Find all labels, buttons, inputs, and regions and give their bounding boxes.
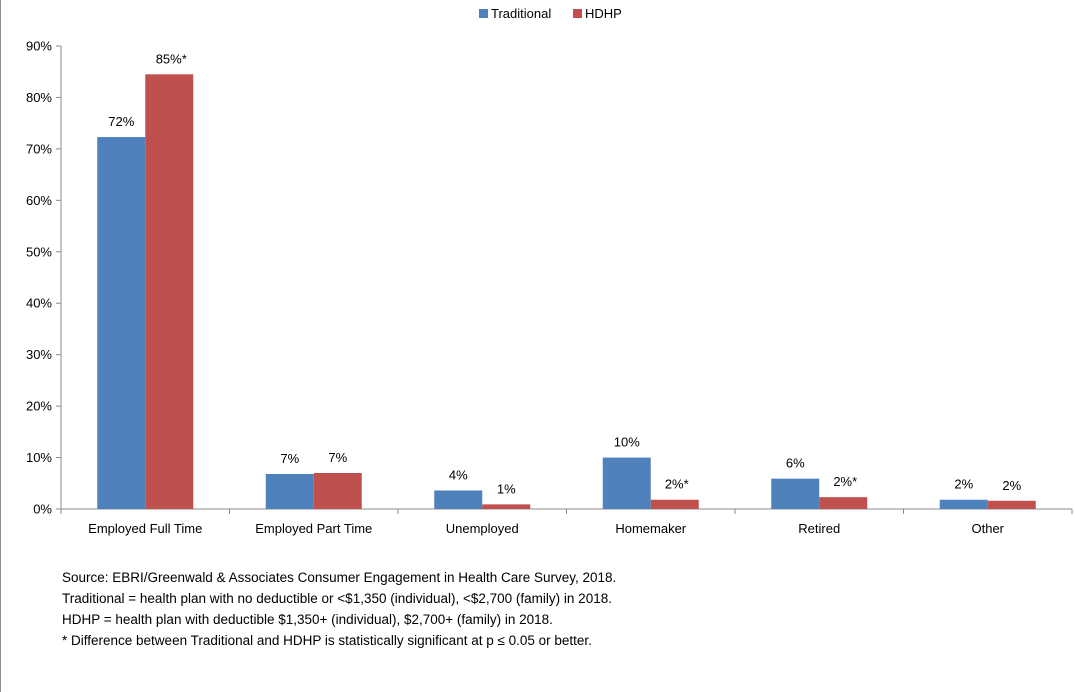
bar-hdhp <box>819 497 868 509</box>
data-label: 4% <box>449 467 468 482</box>
bar-traditional <box>602 457 651 509</box>
data-label: 2%* <box>665 477 689 492</box>
data-label: 1% <box>497 481 516 496</box>
y-tick-label: 90% <box>26 39 52 54</box>
x-category-label: Retired <box>798 521 840 536</box>
x-category-label: Other <box>971 521 1004 536</box>
significance-note: * Difference between Traditional and HDH… <box>62 633 592 648</box>
y-tick-label: 30% <box>26 347 52 362</box>
data-label: 7% <box>280 451 299 466</box>
y-tick-label: 50% <box>26 244 52 259</box>
x-category-label: Employed Full Time <box>88 521 202 536</box>
bar-hdhp <box>145 74 194 510</box>
legend: Traditional HDHP <box>479 6 622 21</box>
x-category-label: Homemaker <box>615 521 686 536</box>
data-label: 10% <box>614 435 640 450</box>
y-tick-label: 10% <box>26 450 52 465</box>
bar-traditional <box>434 490 483 509</box>
y-tick-label: 40% <box>26 296 52 311</box>
hdhp-definition-note: HDHP = health plan with deductible $1,35… <box>62 612 553 627</box>
chart-notes: Source: EBRI/Greenwald & Associates Cons… <box>62 567 616 651</box>
bar-hdhp <box>482 504 531 509</box>
bar-traditional <box>265 474 314 509</box>
bar-hdhp <box>650 499 699 509</box>
axes: 0% 10% 20% 30% 40% 50% 60% 70% 80% 90% Employed Fu… <box>26 39 1073 536</box>
bar-traditional <box>939 499 988 509</box>
bar-traditional <box>97 137 146 509</box>
y-tick-label: 80% <box>26 90 52 105</box>
data-label: 2% <box>1002 478 1021 493</box>
source-note: Source: EBRI/Greenwald & Associates Cons… <box>62 570 617 585</box>
y-tick-label: 70% <box>26 141 52 156</box>
data-label: 72% <box>108 114 134 129</box>
legend-swatch-hdhp <box>573 9 582 18</box>
y-tick-label: 20% <box>26 399 52 414</box>
x-category-label: Employed Part Time <box>255 521 372 536</box>
bar-hdhp <box>313 472 362 509</box>
data-label: 7% <box>328 450 347 465</box>
y-tick-label: 60% <box>26 193 52 208</box>
legend-swatch-traditional <box>479 9 488 18</box>
data-label: 6% <box>786 456 805 471</box>
bar-hdhp <box>987 500 1036 509</box>
data-label: 2%* <box>833 474 857 489</box>
data-labels: 72% 85%* 7% 7% 4% 1% 10% 2%* 6% 2%* 2% 2% <box>108 51 1021 496</box>
y-tick-label: 0% <box>33 502 52 517</box>
data-label: 2% <box>954 477 973 492</box>
data-label: 85%* <box>156 51 187 66</box>
x-category-label: Unemployed <box>446 521 519 536</box>
traditional-definition-note: Traditional = health plan with no deduct… <box>62 591 612 606</box>
legend-label-traditional: Traditional <box>491 6 551 21</box>
legend-label-hdhp: HDHP <box>585 6 622 21</box>
bars <box>97 74 1036 510</box>
bar-traditional <box>771 478 820 509</box>
